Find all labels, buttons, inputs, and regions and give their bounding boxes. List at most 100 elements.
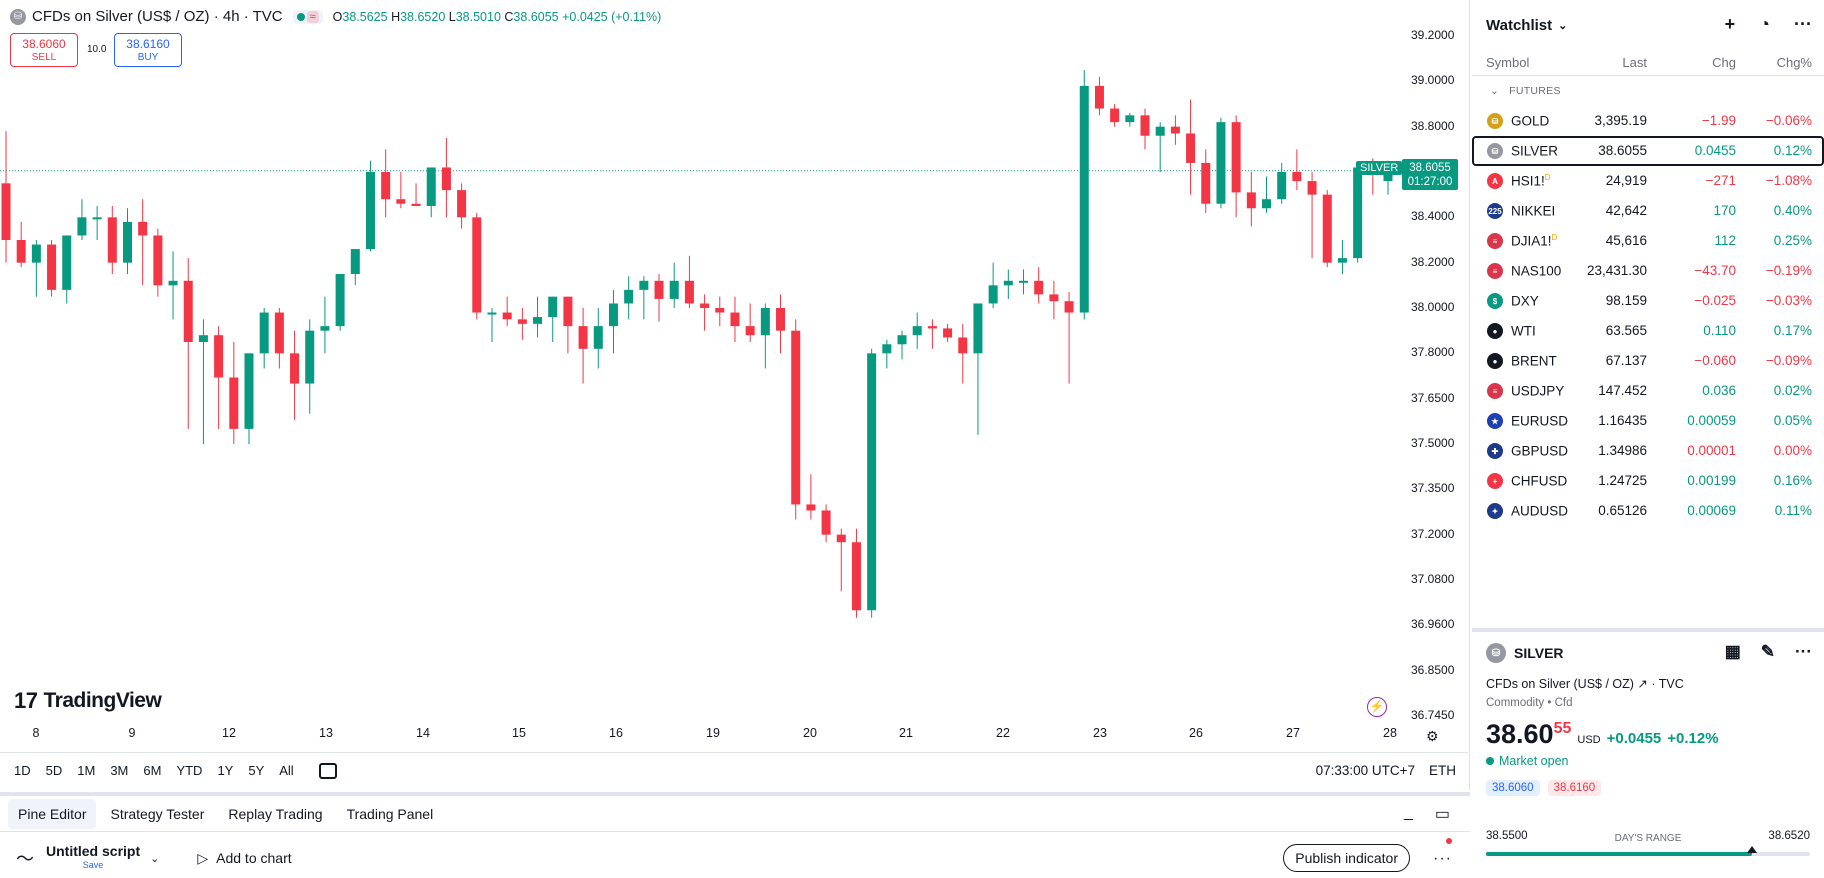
external-link-icon[interactable]: ↗ xyxy=(1637,677,1648,691)
detail-price: 38.6055 USD +0.0455 +0.12% xyxy=(1486,719,1719,749)
candlestick-chart[interactable] xyxy=(0,0,1470,790)
price-axis[interactable]: 39.200039.000038.800038.600038.400038.20… xyxy=(1389,0,1469,730)
col-chg-pct[interactable]: Chg% xyxy=(1776,55,1812,70)
range-1d[interactable]: 1D xyxy=(14,763,31,778)
watchlist-row[interactable]: ⛁ SILVER 38.6055 0.0455 0.12% xyxy=(1472,136,1824,166)
time-tick: 15 xyxy=(512,726,526,740)
range-5y[interactable]: 5Y xyxy=(248,763,265,778)
candle-body xyxy=(1322,194,1332,263)
session-toggle[interactable]: ETH xyxy=(1429,763,1456,778)
settings-gear-icon[interactable]: ⚙ xyxy=(1426,728,1439,744)
range-ytd[interactable]: YTD xyxy=(176,763,203,778)
tab-pine-editor[interactable]: Pine Editor xyxy=(8,798,97,829)
more-icon[interactable]: ··· xyxy=(1433,850,1452,867)
range-3m[interactable]: 3M xyxy=(110,763,129,778)
chevron-down-icon[interactable]: ⌄ xyxy=(150,852,160,865)
row-last: 67.137 xyxy=(1605,353,1647,368)
maximize-icon[interactable]: ▭ xyxy=(1434,806,1450,823)
row-chg: 0.00199 xyxy=(1687,473,1736,488)
watchlist-row[interactable]: ✚ GBPUSD 1.34986 0.00001 0.00% xyxy=(1472,436,1824,466)
market-status-pill[interactable]: ≈ xyxy=(292,9,323,24)
candle xyxy=(350,249,360,286)
ohlc-readout: O38.5625 H38.6520 L38.5010 C38.6055 +0.0… xyxy=(332,9,662,24)
futures-section[interactable]: ⌄ FUTURES xyxy=(1490,85,1561,97)
pie-chart-icon[interactable]: ◔ xyxy=(1759,14,1771,34)
watchlist-row[interactable]: ● WTI 63.565 0.110 0.17% xyxy=(1472,316,1824,346)
silver-icon: ⛁ xyxy=(1486,643,1506,663)
chart-area[interactable]: ⛁ CFDs on Silver (US$ / OZ) · 4h · TVC ≈… xyxy=(0,0,1470,790)
watchlist-columns: Symbol Last Chg Chg% xyxy=(1472,50,1824,76)
watchlist-row[interactable]: ≡ NAS100 23,431.30 −43.70 −0.19% xyxy=(1472,256,1824,286)
row-chg-pct: 0.05% xyxy=(1773,413,1812,428)
candle xyxy=(1094,76,1104,116)
add-to-chart-button[interactable]: ▷ Add to chart xyxy=(197,849,292,867)
watchlist-row[interactable]: $ DXY 98.159 −0.025 −0.03% xyxy=(1472,286,1824,316)
col-chg[interactable]: Chg xyxy=(1712,55,1736,70)
row-chg: 0.110 xyxy=(1703,323,1736,338)
watchlist-row[interactable]: + CHFUSD 1.24725 0.00199 0.16% xyxy=(1472,466,1824,496)
watchlist-row[interactable]: ✦ AUDUSD 0.65126 0.00069 0.11% xyxy=(1472,496,1824,526)
sell-button[interactable]: 38.6060 SELL xyxy=(10,33,78,67)
watchlist-title[interactable]: Watchlist xyxy=(1486,16,1553,34)
grid-icon[interactable]: ▦ xyxy=(1724,642,1741,661)
candle-body xyxy=(1079,85,1089,313)
detail-symbol[interactable]: SILVER xyxy=(1514,645,1564,661)
candle-body xyxy=(1353,167,1363,259)
col-last[interactable]: Last xyxy=(1622,55,1647,70)
save-link[interactable]: Save xyxy=(82,860,104,870)
time-tick: 9 xyxy=(128,726,136,740)
chevron-down-icon: ⌄ xyxy=(1490,85,1500,97)
lightning-icon[interactable]: ⚡ xyxy=(1367,697,1387,717)
watchlist-row[interactable]: A HSI1!D 24,919 −271 −1.08% xyxy=(1472,166,1824,196)
symbol-price-tag: SILVER xyxy=(1356,160,1403,175)
time-tick: 28 xyxy=(1383,726,1397,740)
watchlist-row[interactable]: ≡ USDJPY 147.452 0.036 0.02% xyxy=(1472,376,1824,406)
tab-strategy-tester[interactable]: Strategy Tester xyxy=(110,805,205,822)
sell-price: 38.6060 xyxy=(22,37,66,51)
candle-body xyxy=(274,312,284,354)
watchlist-row[interactable]: ● BRENT 67.137 −0.060 −0.09% xyxy=(1472,346,1824,376)
candle-body xyxy=(973,303,983,354)
ask-badge[interactable]: 38.6160 xyxy=(1547,780,1602,796)
row-chg-pct: 0.25% xyxy=(1773,233,1812,248)
row-symbol: SILVER xyxy=(1511,143,1559,159)
candle xyxy=(1,131,11,263)
col-symbol[interactable]: Symbol xyxy=(1486,55,1530,70)
candle-body xyxy=(229,377,239,429)
script-name[interactable]: Untitled script Save xyxy=(46,843,141,870)
row-last: 0.65126 xyxy=(1598,503,1647,518)
more-icon[interactable]: ··· xyxy=(1794,14,1812,34)
buy-button[interactable]: 38.6160 BUY xyxy=(114,33,182,67)
add-symbol-icon[interactable]: + xyxy=(1724,14,1736,34)
chart-title[interactable]: CFDs on Silver (US$ / OZ) · 4h · TVC xyxy=(32,8,283,25)
calendar-icon[interactable] xyxy=(318,762,337,779)
candle-body xyxy=(745,326,755,336)
watchlist-row[interactable]: ★ EURUSD 1.16435 0.00059 0.05% xyxy=(1472,406,1824,436)
clock-readout[interactable]: 07:33:00 UTC+7 xyxy=(1315,763,1415,778)
price-tick: 37.8000 xyxy=(1411,345,1455,360)
range-1m[interactable]: 1M xyxy=(77,763,96,778)
range-5d[interactable]: 5D xyxy=(45,763,63,778)
edit-icon[interactable]: ✎ xyxy=(1760,642,1776,661)
tradingview-logo[interactable]: 17 TradingView xyxy=(14,688,162,713)
candle xyxy=(214,326,224,429)
row-symbol: GOLD xyxy=(1511,113,1550,129)
tab-trading-panel[interactable]: Trading Panel xyxy=(346,805,434,822)
minimize-icon[interactable]: _ xyxy=(1403,804,1413,821)
watchlist-row[interactable]: 225 NIKKEI 42,642 170 0.40% xyxy=(1472,196,1824,226)
range-6m[interactable]: 6M xyxy=(143,763,162,778)
publish-indicator-button[interactable]: Publish indicator xyxy=(1283,844,1410,872)
candle xyxy=(62,235,72,304)
tab-replay-trading[interactable]: Replay Trading xyxy=(228,805,323,822)
bid-badge[interactable]: 38.6060 xyxy=(1486,780,1540,796)
range-all[interactable]: All xyxy=(279,763,294,778)
watchlist-row[interactable]: ⛁ GOLD 3,395.19 −1.99 −0.06% xyxy=(1472,106,1824,136)
watchlist-row[interactable]: ≡ DJIA1!D 45,616 112 0.25% xyxy=(1472,226,1824,256)
candle-body xyxy=(912,326,922,336)
row-chg: 0.00059 xyxy=(1687,413,1736,428)
range-1y[interactable]: 1Y xyxy=(217,763,234,778)
time-axis[interactable]: 8 9 12 13 14 15 16 19 20 21 22 23 26 27 28 xyxy=(0,726,1400,746)
more-icon[interactable]: ··· xyxy=(1795,642,1812,661)
candle-body xyxy=(198,335,208,342)
chevron-down-icon[interactable]: ⌄ xyxy=(1558,19,1568,32)
